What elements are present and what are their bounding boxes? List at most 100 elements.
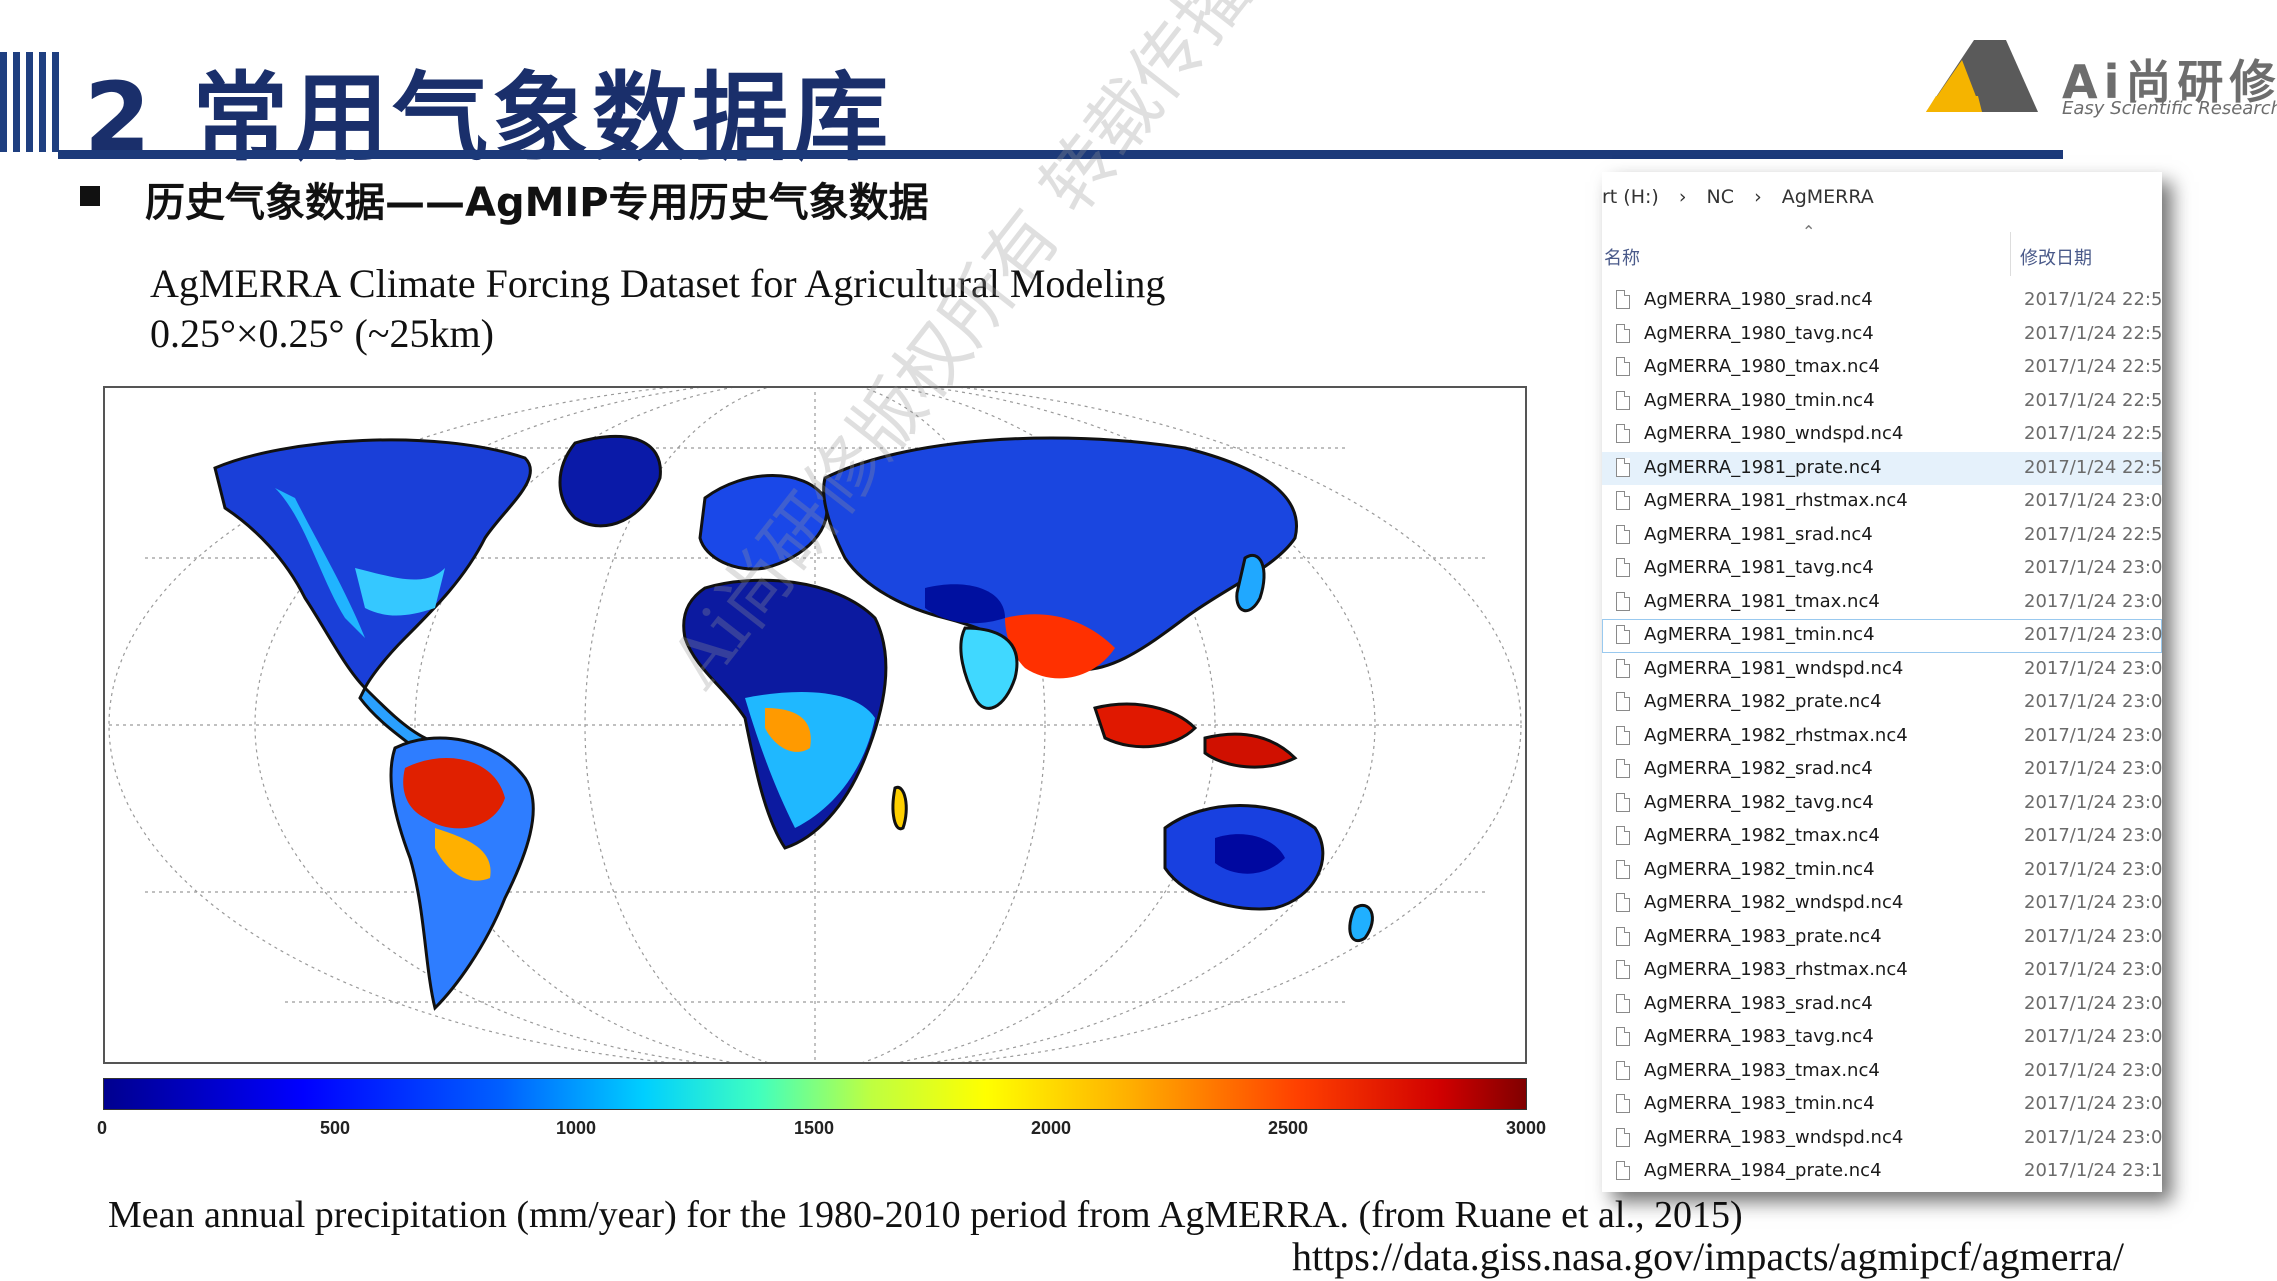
- file-explorer-window: rt (H:) › NC › AgMERRA ⌃ 名称 修改日期 AgMERRA…: [1602, 172, 2162, 1192]
- file-modified-date: 2017/1/24 23:0: [2024, 724, 2162, 746]
- breadcrumb-separator-icon: ›: [1754, 186, 1762, 208]
- file-row[interactable]: AgMERRA_1983_rhstmax.nc4 2017/1/24 23:0: [1602, 954, 2162, 988]
- file-row[interactable]: AgMERRA_1983_tmin.nc4 2017/1/24 23:0: [1602, 1088, 2162, 1122]
- file-modified-date: 2017/1/24 23:0: [2024, 992, 2162, 1014]
- file-row[interactable]: AgMERRA_1982_prate.nc4 2017/1/24 23:0: [1602, 686, 2162, 720]
- breadcrumb-folder-nc[interactable]: NC: [1706, 186, 1735, 208]
- breadcrumb-drive[interactable]: rt (H:): [1602, 186, 1659, 208]
- file-icon: [1616, 859, 1630, 879]
- file-row[interactable]: AgMERRA_1983_wndspd.nc4 2017/1/24 23:0: [1602, 1122, 2162, 1156]
- file-row[interactable]: AgMERRA_1984_prate.nc4 2017/1/24 23:1: [1602, 1155, 2162, 1189]
- colorbar-tick: 1500: [794, 1118, 835, 1138]
- file-icon: [1616, 591, 1630, 611]
- file-modified-date: 2017/1/24 22:5: [2024, 423, 2162, 444]
- file-icon: [1616, 1027, 1630, 1046]
- file-modified-date: 2017/1/24 23:0: [2024, 959, 2162, 980]
- file-row[interactable]: AgMERRA_1982_srad.nc4 2017/1/24 23:0: [1602, 753, 2162, 787]
- file-name: AgMERRA_1980_tmax.nc4: [1644, 356, 1880, 377]
- file-row[interactable]: AgMERRA_1981_prate.nc4 2017/1/24 22:5: [1602, 451, 2162, 485]
- file-modified-date: 2017/1/24 22:5: [2024, 322, 2162, 344]
- file-modified-date: 2017/1/24 22:5: [2024, 523, 2162, 545]
- source-link[interactable]: https://data.giss.nasa.gov/impacts/agmip…: [1292, 1234, 2125, 1279]
- file-modified-date: 2017/1/24 23:0: [2024, 1026, 2162, 1047]
- file-row[interactable]: AgMERRA_1983_tmax.nc4 2017/1/24 23:0: [1602, 1055, 2162, 1089]
- file-icon: [1616, 524, 1630, 544]
- file-icon: [1616, 993, 1630, 1013]
- file-row[interactable]: AgMERRA_1980_wndspd.nc4 2017/1/24 22:5: [1602, 418, 2162, 452]
- file-modified-date: 2017/1/24 23:1: [2024, 1160, 2162, 1181]
- file-row[interactable]: AgMERRA_1981_wndspd.nc4 2017/1/24 23:0: [1602, 653, 2162, 687]
- file-row[interactable]: AgMERRA_1981_tavg.nc4 2017/1/24 23:0: [1602, 552, 2162, 586]
- file-icon: [1616, 893, 1630, 912]
- file-row[interactable]: AgMERRA_1980_tmax.nc4 2017/1/24 22:5: [1602, 351, 2162, 385]
- file-row[interactable]: AgMERRA_1981_tmin.nc4 2017/1/24 23:0: [1602, 619, 2162, 653]
- file-icon: [1616, 323, 1630, 343]
- file-modified-date: 2017/1/24 23:0: [2024, 1059, 2162, 1081]
- file-row[interactable]: AgMERRA_1982_rhstmax.nc4 2017/1/24 23:0: [1602, 720, 2162, 754]
- colorbar-tick: 500: [320, 1118, 351, 1138]
- file-modified-date: 2017/1/24 23:0: [2024, 590, 2162, 612]
- file-modified-date: 2017/1/24 23:0: [2024, 557, 2162, 578]
- world-map-graphic: [108, 388, 1522, 1062]
- file-row[interactable]: AgMERRA_1982_tavg.nc4 2017/1/24 23:0: [1602, 787, 2162, 821]
- file-row[interactable]: AgMERRA_1983_srad.nc4 2017/1/24 23:0: [1602, 988, 2162, 1022]
- file-name: AgMERRA_1984_prate.nc4: [1644, 1160, 1882, 1181]
- file-name: AgMERRA_1983_rhstmax.nc4: [1644, 959, 1908, 980]
- file-modified-date: 2017/1/24 22:5: [2024, 456, 2162, 478]
- file-name: AgMERRA_1982_tmin.nc4: [1644, 858, 1875, 880]
- sort-ascending-icon: ⌃: [1802, 222, 1816, 241]
- file-row[interactable]: AgMERRA_1982_tmax.nc4 2017/1/24 23:0: [1602, 820, 2162, 854]
- file-name: AgMERRA_1981_tmin.nc4: [1644, 624, 1875, 645]
- colorbar-tick: 1000: [556, 1118, 597, 1138]
- file-name: AgMERRA_1981_tmax.nc4: [1644, 590, 1880, 612]
- file-modified-date: 2017/1/24 23:0: [2024, 892, 2162, 913]
- precipitation-map: [103, 386, 1527, 1064]
- file-icon: [1616, 1094, 1630, 1113]
- file-name: AgMERRA_1980_tavg.nc4: [1644, 322, 1874, 344]
- file-name: AgMERRA_1983_tmin.nc4: [1644, 1093, 1875, 1114]
- file-icon: [1616, 725, 1630, 745]
- file-row[interactable]: AgMERRA_1983_prate.nc4 2017/1/24 23:0: [1602, 921, 2162, 955]
- file-modified-date: 2017/1/24 23:0: [2024, 858, 2162, 880]
- file-icon: [1616, 692, 1630, 711]
- file-row[interactable]: AgMERRA_1981_srad.nc4 2017/1/24 22:5: [1602, 519, 2162, 553]
- file-name: AgMERRA_1982_tmax.nc4: [1644, 825, 1880, 846]
- file-icon: [1616, 390, 1630, 410]
- file-icon: [1616, 926, 1630, 946]
- file-icon: [1616, 759, 1630, 778]
- logo-text: Ai尚研修: [2062, 55, 2277, 109]
- colorbar-tick: 2500: [1268, 1118, 1309, 1138]
- file-icon: [1616, 357, 1630, 376]
- file-name: AgMERRA_1982_srad.nc4: [1644, 758, 1873, 779]
- file-name: AgMERRA_1980_tmin.nc4: [1644, 389, 1875, 411]
- file-row[interactable]: AgMERRA_1980_srad.nc4 2017/1/24 22:5: [1602, 284, 2162, 318]
- file-row[interactable]: AgMERRA_1981_rhstmax.nc4 2017/1/24 23:0: [1602, 485, 2162, 519]
- file-name: AgMERRA_1983_tmax.nc4: [1644, 1059, 1880, 1081]
- column-divider[interactable]: [2010, 232, 2011, 276]
- file-icon: [1616, 826, 1630, 845]
- colorbar-tick: 0: [97, 1118, 108, 1138]
- file-modified-date: 2017/1/24 23:0: [2024, 825, 2162, 846]
- file-icon: [1616, 625, 1630, 644]
- file-name: AgMERRA_1982_wndspd.nc4: [1644, 892, 1904, 913]
- file-row[interactable]: AgMERRA_1982_tmin.nc4 2017/1/24 23:0: [1602, 854, 2162, 888]
- title-underline: [58, 150, 2063, 159]
- logo-mountain-icon: [1926, 40, 2038, 112]
- file-name: AgMERRA_1983_tavg.nc4: [1644, 1026, 1874, 1047]
- breadcrumb-folder-agmerra[interactable]: AgMERRA: [1781, 186, 1874, 208]
- file-row[interactable]: AgMERRA_1983_tavg.nc4 2017/1/24 23:0: [1602, 1021, 2162, 1055]
- header-stripes: [0, 52, 62, 152]
- file-row[interactable]: AgMERRA_1981_tmax.nc4 2017/1/24 23:0: [1602, 586, 2162, 620]
- file-icon: [1616, 424, 1630, 443]
- file-name: AgMERRA_1981_wndspd.nc4: [1644, 657, 1904, 679]
- file-name: AgMERRA_1981_tavg.nc4: [1644, 557, 1874, 578]
- file-row[interactable]: AgMERRA_1980_tavg.nc4 2017/1/24 22:5: [1602, 318, 2162, 352]
- file-name: AgMERRA_1981_prate.nc4: [1644, 456, 1882, 478]
- file-row[interactable]: AgMERRA_1980_tmin.nc4 2017/1/24 22:5: [1602, 385, 2162, 419]
- column-header-date[interactable]: 修改日期: [2020, 248, 2092, 269]
- bullet-square-icon: [80, 186, 100, 206]
- column-header-name[interactable]: 名称: [1604, 248, 1640, 269]
- file-row[interactable]: AgMERRA_1982_wndspd.nc4 2017/1/24 23:0: [1602, 887, 2162, 921]
- file-name: AgMERRA_1981_srad.nc4: [1644, 523, 1873, 545]
- file-icon: [1616, 457, 1630, 477]
